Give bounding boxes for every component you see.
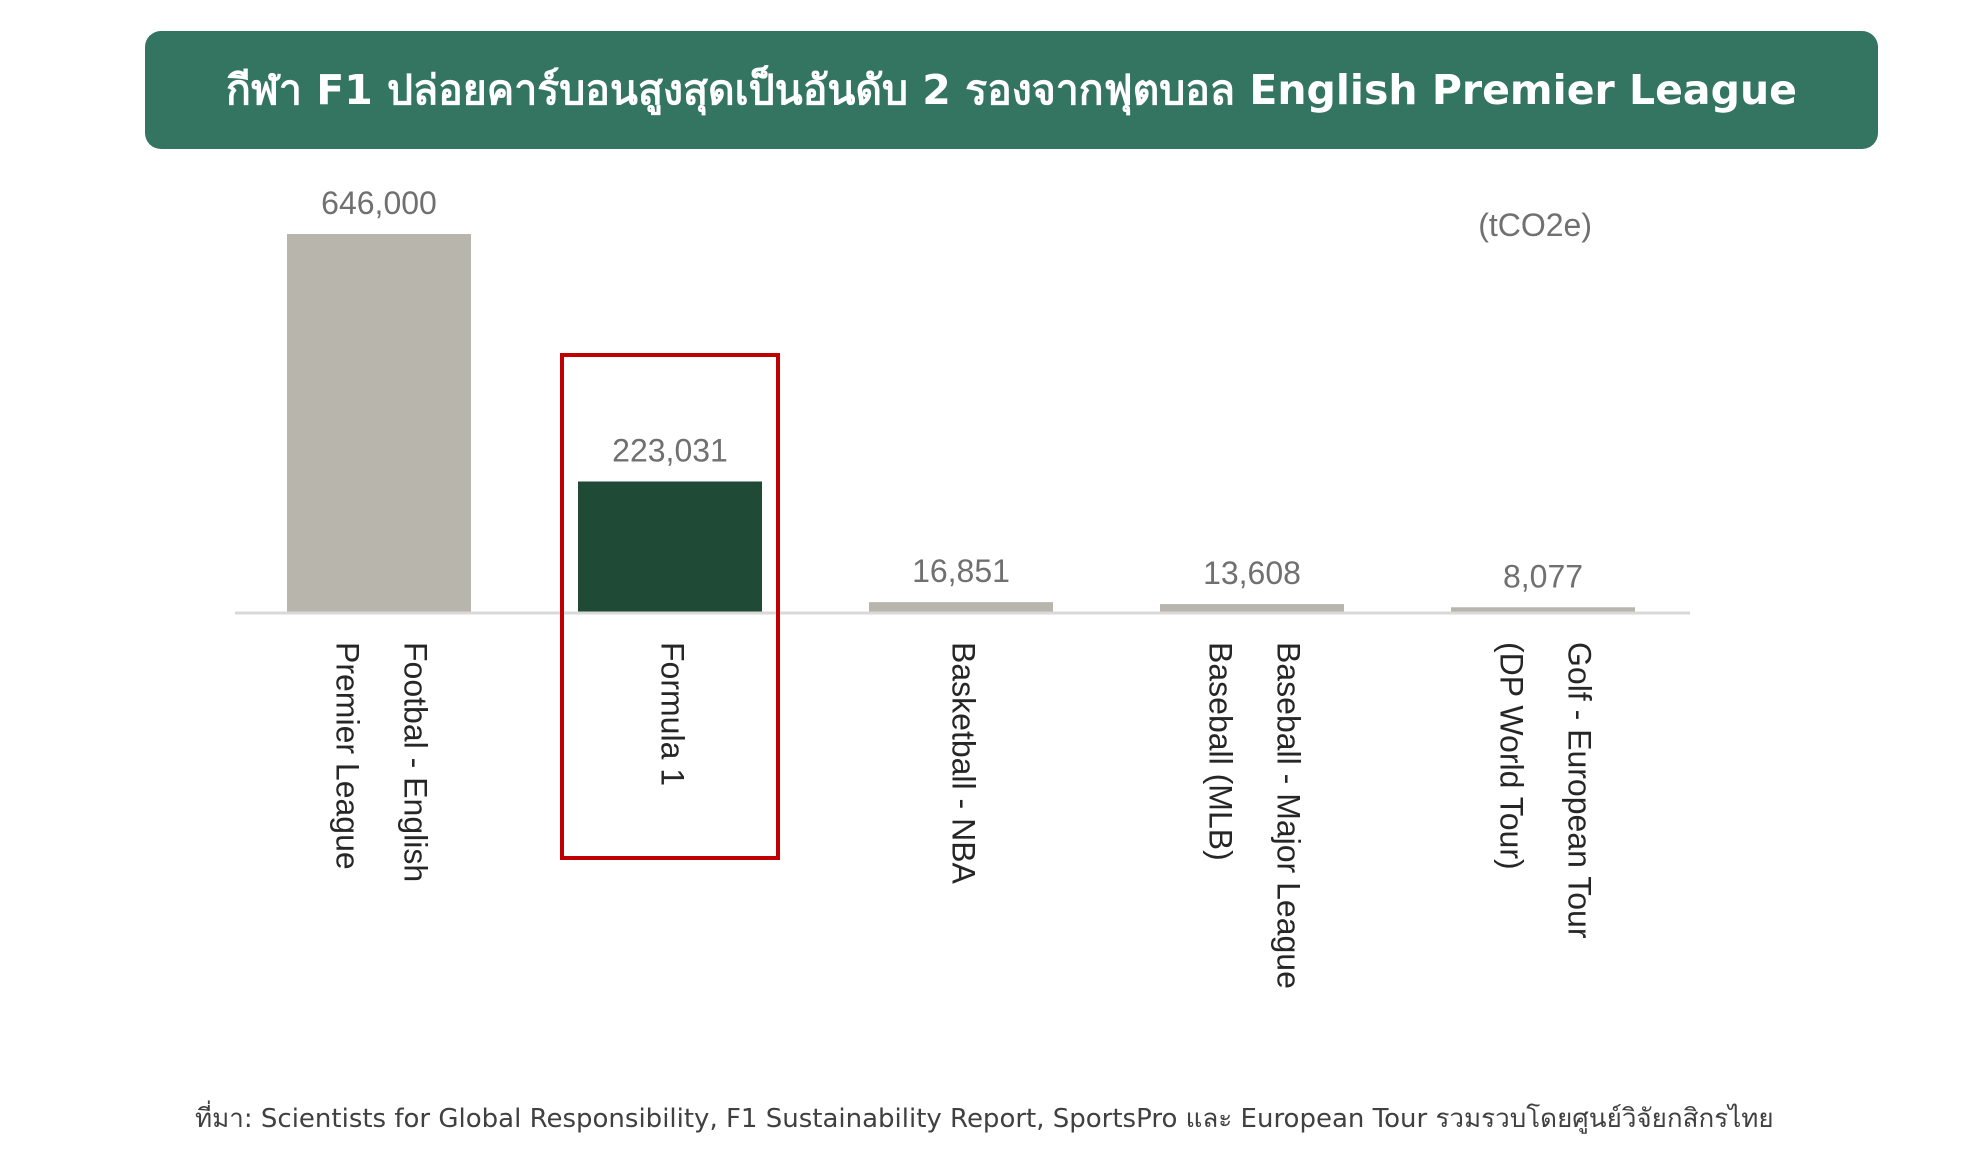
- data-label-4: 13,608: [1203, 555, 1301, 591]
- category-label-5-line-2: (DP World Tour): [1494, 642, 1530, 870]
- bar-chart: 646,000 Footbal - English Premier League 22…: [235, 185, 1690, 989]
- bar-2: [578, 481, 762, 612]
- category-label-5-line-1: Golf - European Tour: [1562, 642, 1598, 939]
- category-label-3-line-1: Basketball - NBA: [946, 642, 982, 885]
- bar-1: [287, 234, 471, 612]
- category-label-1-line-2: Premier League: [330, 642, 366, 870]
- source-note: ที่มา: Scientists for Global Responsibil…: [195, 1104, 1774, 1134]
- category-label-4-line-2: Baseball (MLB): [1203, 642, 1239, 861]
- bar-5: [1451, 607, 1635, 612]
- title-banner: กีฬา F1 ปล่อยคาร์บอนสูงสุดเป็นอันดับ 2 ร…: [145, 31, 1878, 149]
- bar-4: [1160, 604, 1344, 612]
- category-label-1-line-1: Footbal - English: [398, 642, 434, 882]
- data-label-5: 8,077: [1503, 558, 1583, 594]
- category-label-2-line-1: Formula 1: [655, 642, 691, 786]
- unit-label: (tCO2e): [1478, 207, 1592, 243]
- data-label-2: 223,031: [612, 432, 728, 468]
- chart-title: กีฬา F1 ปล่อยคาร์บอนสูงสุดเป็นอันดับ 2 ร…: [226, 65, 1797, 114]
- data-label-3: 16,851: [912, 553, 1010, 589]
- bar-3: [869, 602, 1053, 612]
- category-label-4-line-1: Baseball - Major League: [1271, 642, 1307, 989]
- data-label-1: 646,000: [321, 185, 437, 221]
- highlight-box: [560, 353, 780, 860]
